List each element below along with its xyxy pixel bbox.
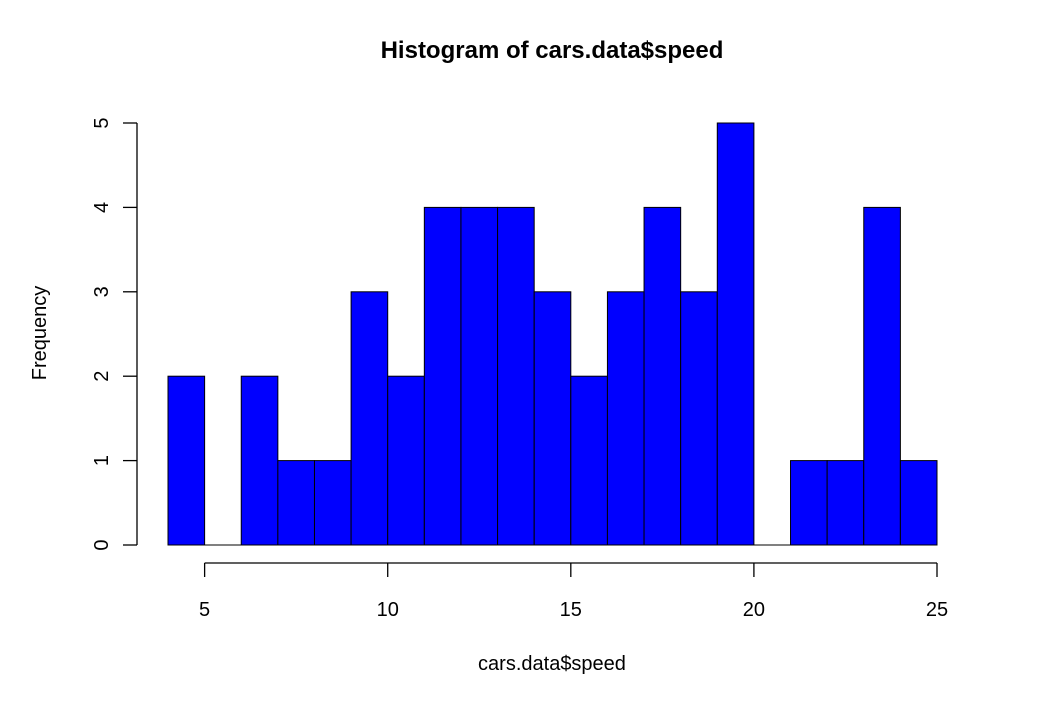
histogram-bar [606,291,645,546]
histogram-bar [387,375,425,546]
histogram-bar [350,291,389,546]
y-axis-title: Frequency [29,286,51,381]
y-tick-label: 4 [91,202,113,213]
histogram-bar [497,206,535,546]
y-tick-label: 3 [91,286,113,297]
x-tick-label: 10 [377,599,399,621]
x-tick-label: 5 [199,599,210,621]
x-axis: 5 10 15 20 25 [199,562,948,621]
x-axis-title: cars.data$speed [478,653,626,675]
y-tick-label: 2 [91,371,113,382]
histogram-bar [716,122,755,546]
y-tick-label: 5 [91,117,113,128]
histogram-bar [570,375,608,546]
histogram-bar [313,460,352,546]
histogram-bar [423,206,462,546]
x-tick-label: 20 [743,599,765,621]
histogram-bar [899,460,938,546]
chart-title: Histogram of cars.data$speed [381,37,724,64]
x-tick-label: 15 [560,599,582,621]
histogram-bar [826,460,865,546]
y-tick-label: 0 [91,539,113,550]
histogram-bar [680,291,718,546]
y-tick-label: 1 [91,455,113,466]
histogram-bar [460,206,499,546]
histogram-bar [277,460,315,546]
histogram-bar [167,375,206,546]
histogram-bar [643,206,682,546]
bars-group [167,122,938,546]
x-tick-label: 25 [926,599,948,621]
histogram-bar [790,460,828,546]
histogram-bar [240,375,279,546]
histogram-bar [863,206,901,546]
histogram-bar [533,291,572,546]
y-axis: 0 1 2 3 4 5 [91,117,138,551]
